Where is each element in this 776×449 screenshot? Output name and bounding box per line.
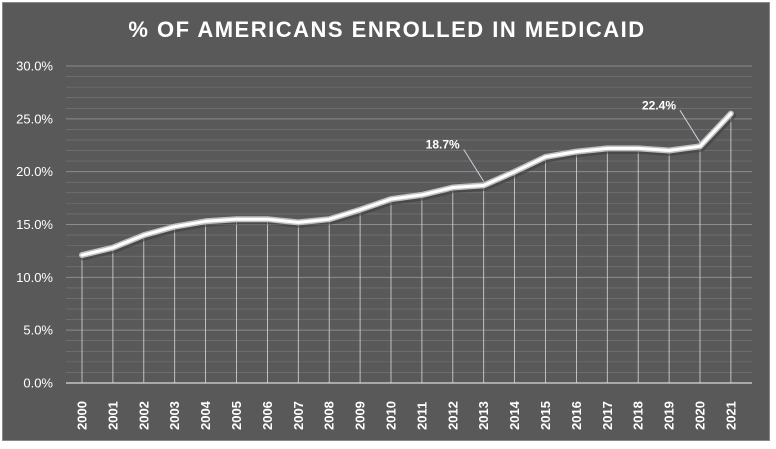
x-tick-label: 2001 <box>105 401 120 430</box>
annotation-label: 18.7% <box>426 137 460 151</box>
annotation-label: 22.4% <box>642 98 676 112</box>
x-tick-label: 2004 <box>198 400 213 430</box>
series-line-outline <box>79 110 734 259</box>
chart-title: % OF AMERICANS ENROLLED IN MEDICAID <box>128 17 646 42</box>
x-tick-label: 2016 <box>569 401 584 430</box>
chart-frame: % OF AMERICANS ENROLLED IN MEDICAID <box>2 2 770 441</box>
x-tick-label: 2011 <box>414 402 429 430</box>
x-tick-label: 2014 <box>507 400 522 430</box>
x-tick-label: 2009 <box>353 401 368 430</box>
x-tick-label: 2000 <box>75 401 90 430</box>
x-tick-label: 2008 <box>322 401 337 430</box>
x-tick-label: 2006 <box>260 401 275 430</box>
y-tick-label: 15.0% <box>16 217 53 232</box>
y-tick-label: 20.0% <box>16 164 53 179</box>
x-tick-label: 2003 <box>167 401 182 430</box>
y-tick-label: 25.0% <box>16 111 53 126</box>
x-tick-label: 2015 <box>538 401 553 430</box>
x-tick-label: 2018 <box>631 401 646 430</box>
x-tick-label: 2013 <box>476 401 491 430</box>
x-tick-label: 2007 <box>291 401 306 430</box>
y-tick-label: 5.0% <box>23 323 53 338</box>
annotation-leader <box>679 110 701 143</box>
y-tick-label: 10.0% <box>16 270 53 285</box>
series-line <box>80 112 733 257</box>
x-tick-label: 2002 <box>136 401 151 430</box>
annotation-leader <box>463 149 485 182</box>
y-tick-label: 30.0% <box>16 59 53 74</box>
x-tick-label: 2019 <box>662 401 677 430</box>
x-tick-label: 2012 <box>445 401 460 430</box>
x-tick-label: 2020 <box>693 401 708 430</box>
x-tick-label: 2005 <box>229 401 244 430</box>
y-tick-label: 0.0% <box>23 376 53 391</box>
x-tick-label: 2017 <box>600 401 615 430</box>
series-line-shadow <box>80 112 736 261</box>
x-tick-label: 2010 <box>384 401 399 430</box>
x-tick-label: 2021 <box>723 401 738 430</box>
